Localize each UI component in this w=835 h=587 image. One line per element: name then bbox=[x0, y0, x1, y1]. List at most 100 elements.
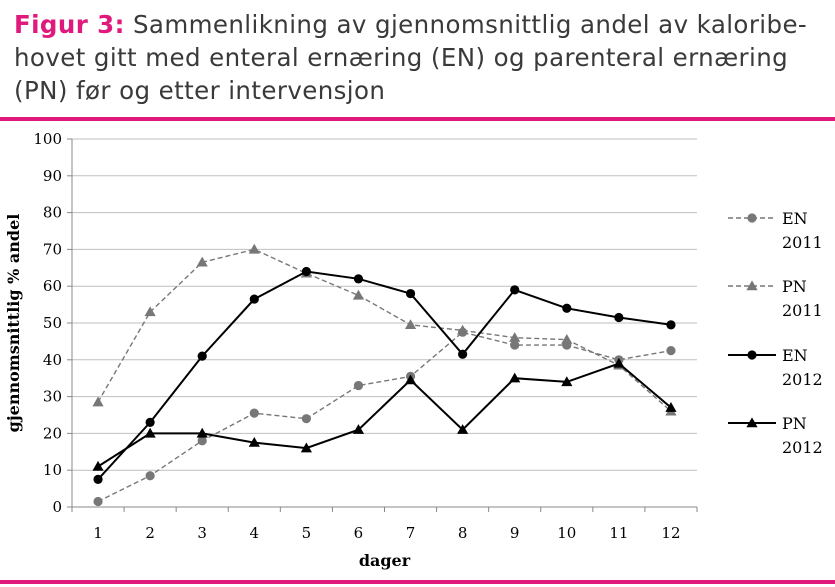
data-point bbox=[197, 436, 207, 446]
data-point bbox=[144, 427, 156, 438]
y-axis-label: gjennomsnittlig % andel bbox=[4, 214, 23, 433]
x-tick-label: 7 bbox=[406, 524, 416, 542]
data-point bbox=[666, 346, 676, 356]
data-point bbox=[196, 256, 208, 267]
series-line bbox=[97, 270, 672, 481]
figure-caption-text: Sammenlikning av gjennomsnittlig andel a… bbox=[14, 10, 808, 105]
data-point bbox=[196, 427, 208, 438]
data-point bbox=[301, 266, 311, 277]
legend-label: PN bbox=[782, 414, 807, 433]
data-point bbox=[509, 332, 521, 342]
x-tick-label: 8 bbox=[458, 524, 468, 542]
legend: EN 2011 PN 2011 EN 2012 PN 2012 bbox=[728, 209, 823, 457]
y-tick-label: 100 bbox=[33, 130, 62, 148]
data-point bbox=[457, 424, 469, 434]
data-point bbox=[144, 306, 156, 317]
data-point bbox=[405, 288, 416, 299]
figure-caption: Figur 3: Sammenlikning av gjennomsnittli… bbox=[14, 8, 824, 107]
y-tick-label: 40 bbox=[43, 351, 62, 369]
data-point bbox=[92, 460, 104, 471]
data-point bbox=[666, 320, 676, 330]
x-tick-label: 6 bbox=[354, 524, 364, 542]
data-point bbox=[353, 274, 364, 284]
data-point bbox=[197, 351, 207, 361]
legend-swatch-marker bbox=[747, 350, 757, 360]
data-point bbox=[352, 424, 365, 434]
y-tick-label: 80 bbox=[43, 204, 62, 222]
series-1 bbox=[93, 327, 676, 507]
x-tick-label: 1 bbox=[93, 524, 103, 542]
data-point bbox=[561, 333, 573, 344]
data-point bbox=[457, 324, 469, 335]
legend-swatch-marker bbox=[747, 213, 757, 223]
x-tick-label: 4 bbox=[250, 524, 260, 542]
y-tick-label: 90 bbox=[43, 167, 62, 185]
data-point bbox=[145, 417, 155, 427]
x-axis-label: dager bbox=[359, 551, 411, 570]
data-point bbox=[404, 374, 417, 385]
legend-swatch-marker bbox=[746, 417, 758, 428]
y-tick-label: 50 bbox=[43, 314, 62, 332]
data-point bbox=[353, 380, 364, 391]
data-point bbox=[613, 357, 625, 368]
x-tick-label: 12 bbox=[661, 524, 680, 542]
series-line bbox=[97, 331, 672, 503]
data-point bbox=[248, 243, 260, 254]
data-point bbox=[352, 289, 365, 300]
legend-item-3: EN 2012 bbox=[728, 346, 823, 389]
series-3 bbox=[93, 266, 676, 484]
data-point bbox=[562, 303, 572, 313]
x-tick-label: 3 bbox=[197, 524, 207, 542]
series-4 bbox=[92, 357, 677, 471]
bottom-rule bbox=[0, 580, 835, 584]
data-point bbox=[249, 408, 259, 418]
x-tick-label: 5 bbox=[302, 524, 312, 542]
legend-label: EN bbox=[782, 346, 808, 365]
data-point bbox=[614, 312, 624, 323]
series-line bbox=[97, 362, 672, 468]
legend-label: 2012 bbox=[782, 370, 823, 389]
data-point bbox=[248, 437, 260, 447]
series-2 bbox=[92, 243, 677, 416]
y-tick-label: 60 bbox=[43, 277, 62, 295]
grid bbox=[72, 138, 697, 471]
data-point bbox=[561, 376, 573, 387]
data-point bbox=[509, 372, 521, 383]
legend-swatch-marker bbox=[746, 280, 758, 291]
data-point bbox=[510, 285, 520, 295]
figure-label: Figur 3: bbox=[14, 10, 125, 39]
data-point bbox=[404, 319, 417, 330]
y-tick-label: 0 bbox=[52, 498, 62, 516]
legend-item-2: PN 2011 bbox=[728, 277, 823, 320]
y-tick-label: 70 bbox=[43, 240, 62, 258]
data-point bbox=[93, 496, 103, 507]
y-tick-label: 20 bbox=[43, 424, 62, 442]
legend-label: 2012 bbox=[782, 438, 823, 457]
x-tick-label: 9 bbox=[510, 524, 520, 542]
data-point bbox=[300, 442, 312, 453]
data-point bbox=[93, 474, 103, 484]
data-point bbox=[510, 340, 520, 350]
data-point bbox=[665, 402, 677, 412]
top-rule bbox=[0, 117, 835, 121]
legend-label: 2011 bbox=[782, 301, 823, 320]
legend-label: PN bbox=[782, 277, 807, 296]
x-tick-label: 2 bbox=[145, 524, 155, 542]
series-line bbox=[97, 248, 672, 412]
legend-label: 2011 bbox=[782, 233, 823, 252]
y-tick-label: 30 bbox=[43, 388, 62, 406]
data-point bbox=[145, 471, 155, 481]
axes bbox=[67, 138, 698, 512]
x-tick-label: 11 bbox=[609, 524, 628, 542]
data-point bbox=[249, 294, 259, 304]
data-point bbox=[92, 396, 104, 407]
legend-item-1: EN 2011 bbox=[728, 209, 823, 252]
legend-item-4: PN 2012 bbox=[728, 414, 823, 457]
series-group bbox=[92, 243, 677, 507]
data-point bbox=[301, 414, 311, 424]
y-tick-label: 10 bbox=[43, 461, 62, 479]
legend-label: EN bbox=[782, 209, 808, 228]
data-point bbox=[458, 349, 468, 359]
